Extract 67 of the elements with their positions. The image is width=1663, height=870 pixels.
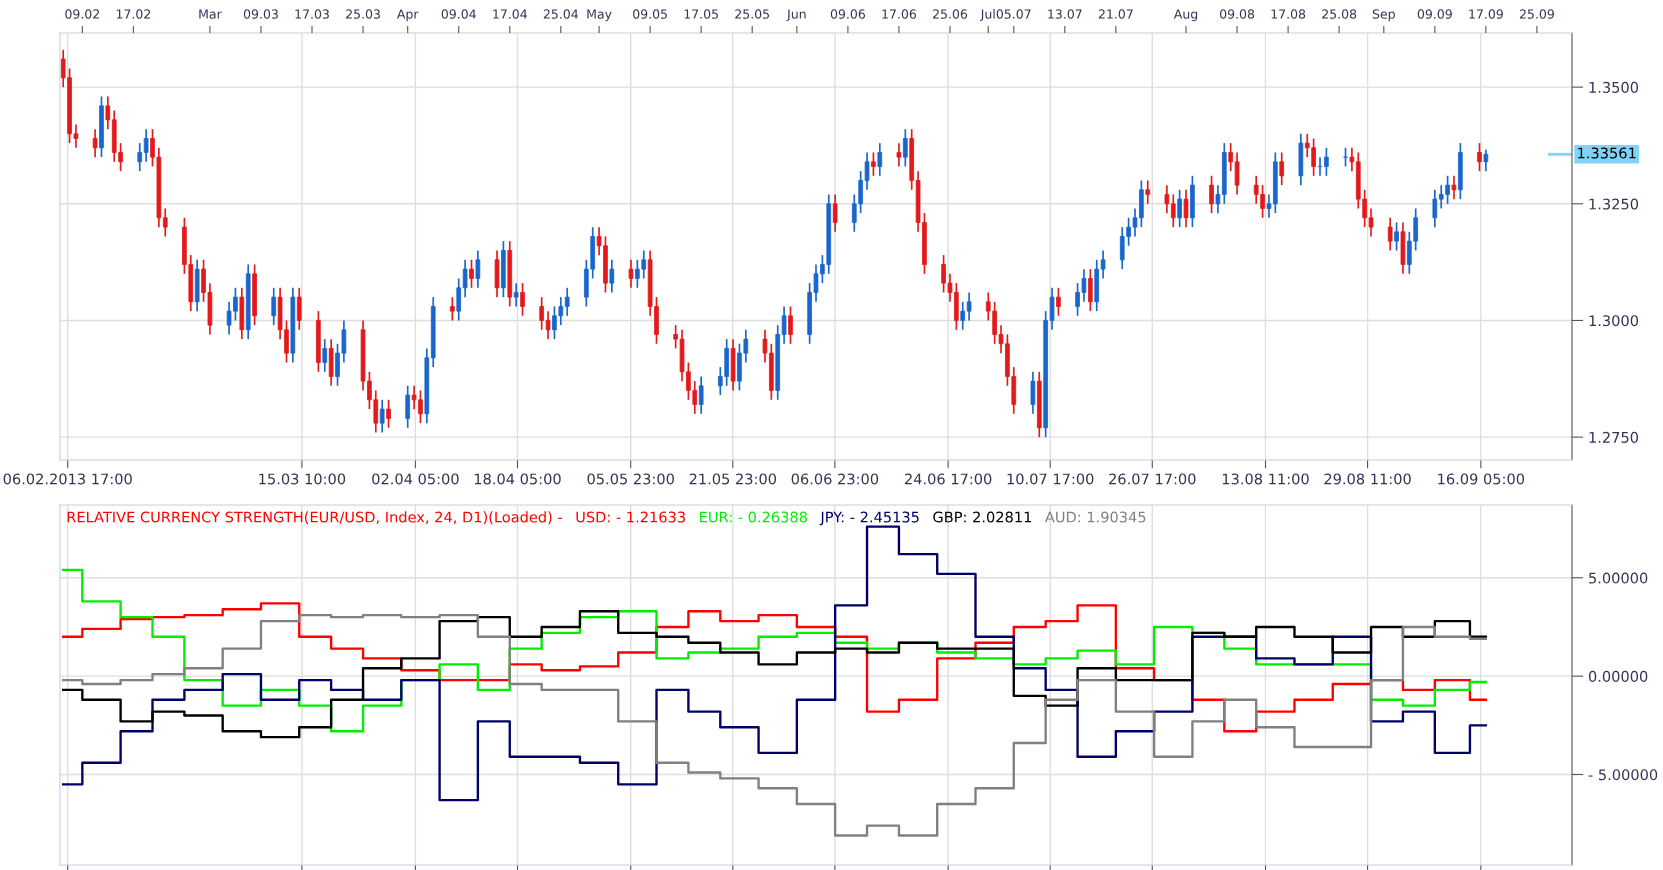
x-tick-label: 10.07 17:00 [1007,473,1094,485]
text: EUR: - 0.26388 [700,511,807,523]
text: GBP: 2.02811 [933,511,1032,523]
x2-tick-label: 21.07 [1098,9,1133,19]
x2-tick-label: 09.04 [441,9,476,19]
x2-tick-label: Jul [980,9,995,22]
candlestick [628,258,634,289]
chart-title: RELATIVE CURRENCY STRENGTH(EUR/USD, Index, 24, D1)(Loaded) - [67,511,562,525]
x-tick-label: 05.05 23:00 [587,473,674,485]
x2-tick-label: 09.09 [1417,9,1452,19]
x2-tick-label: May [587,9,612,22]
ref-line-label: 1.33561 [1578,147,1636,159]
candlestick [1056,286,1061,317]
x-tick-label: 06.02.2013 17:00 [3,473,132,485]
x2-tick-label: 25.03 [346,9,380,19]
y-tick-label: 0.00000 [1588,670,1648,682]
x2-tick-label: 09.05 [633,9,667,19]
candlestick [386,398,391,429]
x2-tick-label: 09.03 [243,9,278,19]
x2-tick-label: 17.04 [493,9,527,19]
x2-tick-label: 17.09 [1469,9,1503,19]
x-tick-label: 06.06 23:00 [791,473,879,485]
y-tick-label: 1.2750 [1589,431,1639,443]
x2-tick-label: 25.08 [1322,9,1357,19]
x-tick-label: 29.08 11:00 [1324,473,1411,485]
x-tick-label: 02.04 05:00 [372,473,459,485]
x2-tick-label: Jun [786,9,806,22]
candlestick [1451,174,1457,200]
x2-tick-label: Apr [396,9,419,22]
x2-tick-label: 09.08 [1219,9,1255,19]
x2-tick-label: Aug [1173,9,1198,22]
x2-tick-label: 25.05 [735,9,769,19]
x-tick-label: 15.03 10:00 [259,473,346,485]
x2-tick-label: 25.04 [543,9,578,19]
y-tick-label: - 5.00000 [1588,769,1658,781]
x2-tick-label: 13.07 [1048,9,1082,19]
x2-tick-label: 17.06 [882,9,917,19]
x2-tick-label: Mar [199,9,222,19]
x-tick-label: 16.09 05:00 [1438,473,1525,485]
x2-tick-label: Sep [1372,9,1395,22]
y-tick-label: 1.3000 [1589,315,1639,327]
x-tick-label: 21.05 23:00 [689,473,777,485]
candlestick [450,296,455,322]
x2-tick-label: 05.07 [996,9,1031,19]
text: USD: - 1.21633 [576,511,685,523]
candlestick [871,151,876,177]
x-tick-label: 24.06 17:00 [904,473,992,485]
y-tick-label: 5.00000 [1589,572,1648,584]
candlestick [1394,221,1399,252]
x2-tick-label: 25.06 [933,9,968,19]
x-tick-label: 13.08 11:00 [1222,473,1309,485]
x2-tick-label: 17.02 [116,9,151,19]
y-tick-label: 1.3500 [1589,81,1639,93]
candlestick [1324,146,1329,177]
x2-tick-label: 17.05 [684,9,718,19]
series-label: JPY: - 2.45135 [819,511,919,526]
x-tick-label: 26.07 17:00 [1109,473,1196,485]
y-tick-label: 1.3250 [1589,198,1639,210]
candlestick [469,258,474,289]
x2-tick-label: 25.09 [1519,9,1554,19]
x2-tick-label: 17.03 [295,9,329,19]
candlestick [896,142,902,168]
text: AUD: 1.90345 [1045,511,1146,523]
x2-tick-label: 09.06 [830,9,865,19]
x-tick-label: 18.04 05:00 [474,473,561,485]
x2-tick-label: 09.02 [65,9,99,19]
x2-tick-label: 17.08 [1271,9,1306,19]
